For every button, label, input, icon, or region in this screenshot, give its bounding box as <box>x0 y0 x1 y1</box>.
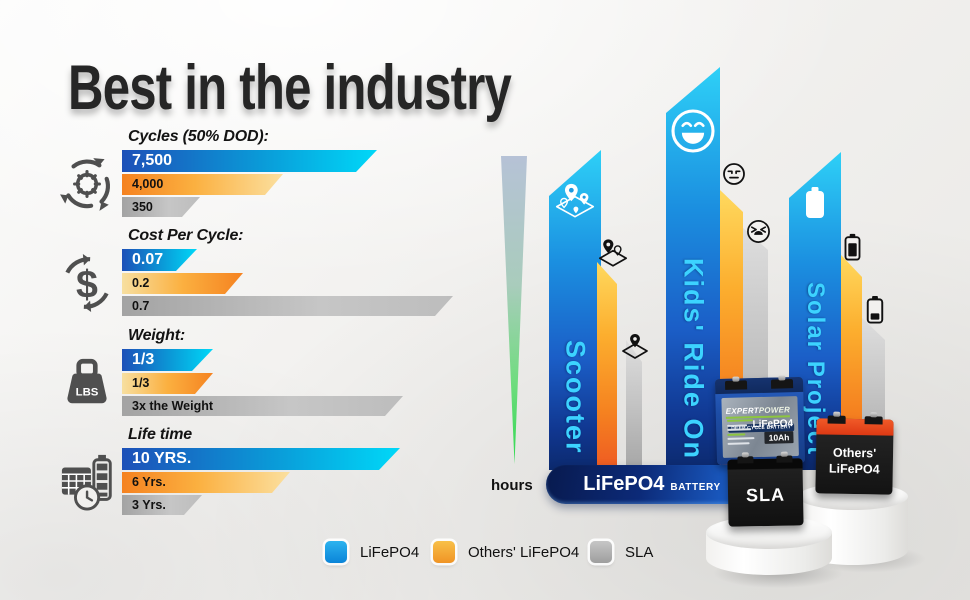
bar-value: 0.07 <box>132 251 164 268</box>
bar-value: 350 <box>132 200 153 214</box>
battery-full-icon <box>804 186 826 225</box>
bar-lifepo4: 7,500 <box>122 150 377 172</box>
metric-group-cost: $ Cost Per Cycle: 0.07 0.2 0.7 <box>58 227 478 318</box>
battery-terminal <box>776 455 793 463</box>
bar-sla: 3x the Weight <box>122 396 403 416</box>
svg-text:LBS: LBS <box>76 386 99 398</box>
bar-lifepo4: 10 YRS. <box>122 448 400 470</box>
neutral-face-icon <box>722 162 746 191</box>
svg-text:$: $ <box>76 263 98 307</box>
metric-group-weight: LBS Weight: 1/3 1/3 3x the Weight <box>58 327 478 418</box>
metric-label: Cost Per Cycle: <box>128 227 244 244</box>
label-fine-print <box>726 419 755 447</box>
bar-value: 1/3 <box>132 376 150 390</box>
map-pin-icon <box>597 238 629 274</box>
metric-label: Cycles (50% DOD): <box>128 128 269 145</box>
legend-item-lifepo4: LiFePO4 <box>325 541 419 563</box>
bar-others-lifepo4: 6 Yrs. <box>122 472 290 493</box>
metric-group-cycles: Cycles (50% DOD): 7,500 4,000 350 <box>58 128 478 219</box>
dollar-cycle-icon: $ <box>58 253 118 315</box>
sad-face-icon <box>746 219 771 249</box>
others-swatch <box>433 541 455 563</box>
scooter-bar-sla <box>626 340 642 470</box>
bar-value: 3 Yrs. <box>132 498 166 512</box>
bar-lifepo4: 0.07 <box>122 249 197 271</box>
bar-value: 6 Yrs. <box>132 475 166 489</box>
lifepo4-swatch <box>325 541 347 563</box>
pill-sub-label: BATTERY <box>670 481 721 493</box>
bar-value: 0.7 <box>132 299 150 313</box>
legend-item-others: Others' LiFePO4 <box>433 541 579 563</box>
hours-axis <box>501 156 527 464</box>
kids-bar-lifepo4: Kids' Ride On <box>666 67 720 470</box>
bar-lifepo4: 1/3 <box>122 349 213 371</box>
others-lifepo4-product: Others' LiFePO4 <box>815 415 894 495</box>
legend-label: Others' LiFePO4 <box>468 543 580 561</box>
sla-battery-product: SLA <box>727 455 804 527</box>
bar-value: 0.2 <box>132 276 150 290</box>
metric-label: Life time <box>128 426 192 443</box>
kids-label: Kids' Ride On <box>678 258 709 460</box>
battery-mid-icon <box>844 233 861 266</box>
lifepo4-battery-pill: LiFePO4 BATTERY <box>546 465 758 504</box>
metric-label: Weight: <box>128 327 185 344</box>
battery-terminal <box>737 456 754 464</box>
metric-group-lifetime: Life time 10 YRS. 6 Yrs. 3 Yrs. <box>58 426 478 517</box>
page-title: Best in the industry <box>68 53 512 123</box>
battery-terminal <box>827 415 846 424</box>
battery-label: EXPERTPOWERDEEP CYCLE BATTERY LiFePO4 10… <box>721 396 799 458</box>
bar-others-lifepo4: 0.2 <box>122 273 243 294</box>
calendar-clock-battery-icon <box>58 452 118 514</box>
bar-sla: 3 Yrs. <box>122 495 202 515</box>
bar-value: 1/3 <box>132 351 155 368</box>
bar-value: 3x the Weight <box>132 399 214 413</box>
pill-main-label: LiFePO4 <box>583 473 665 495</box>
bar-value: 7,500 <box>132 152 173 169</box>
legend-label: SLA <box>625 543 654 561</box>
product-name: SLA <box>745 484 786 506</box>
axis-label: hours <box>491 477 533 494</box>
legend-item-sla: SLA <box>590 541 653 563</box>
legend-label: LiFePO4 <box>360 543 420 561</box>
battery-low-icon <box>866 295 884 329</box>
map-pins-icon <box>553 182 597 229</box>
sla-swatch <box>590 541 612 563</box>
solar-bar-others <box>841 255 862 470</box>
battery-terminal <box>770 379 794 389</box>
map-pin-small-icon <box>620 333 650 366</box>
brand-logo: EXPERTPOWER <box>725 405 791 419</box>
product-name: Others' LiFePO4 <box>828 445 880 476</box>
product-capacity: 10Ah <box>764 431 794 444</box>
battery-terminal <box>864 416 883 425</box>
scooter-bar-lifepo4: Scooter <box>549 150 601 470</box>
happy-face-icon <box>669 107 717 160</box>
bar-sla: 0.7 <box>122 296 453 316</box>
cycles-icon <box>58 154 118 216</box>
scooter-bar-others <box>597 262 617 470</box>
battery-terminal <box>724 380 748 390</box>
weight-lbs-icon: LBS <box>58 353 118 415</box>
scooter-label: Scooter <box>560 340 591 455</box>
bar-others-lifepo4: 4,000 <box>122 174 283 195</box>
bar-others-lifepo4: 1/3 <box>122 373 213 394</box>
lifepo4-battery-product: EXPERTPOWERDEEP CYCLE BATTERY LiFePO4 10… <box>714 376 806 466</box>
bar-value: 10 YRS. <box>132 450 192 467</box>
bar-value: 4,000 <box>132 177 164 191</box>
product-name: LiFePO4 <box>752 418 794 431</box>
bar-sla: 350 <box>122 197 200 217</box>
